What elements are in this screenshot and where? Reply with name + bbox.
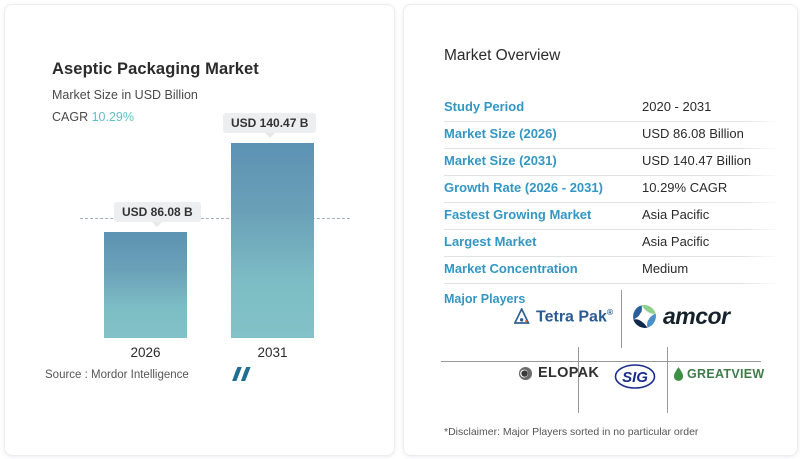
svg-text:SIG: SIG [622, 369, 648, 386]
